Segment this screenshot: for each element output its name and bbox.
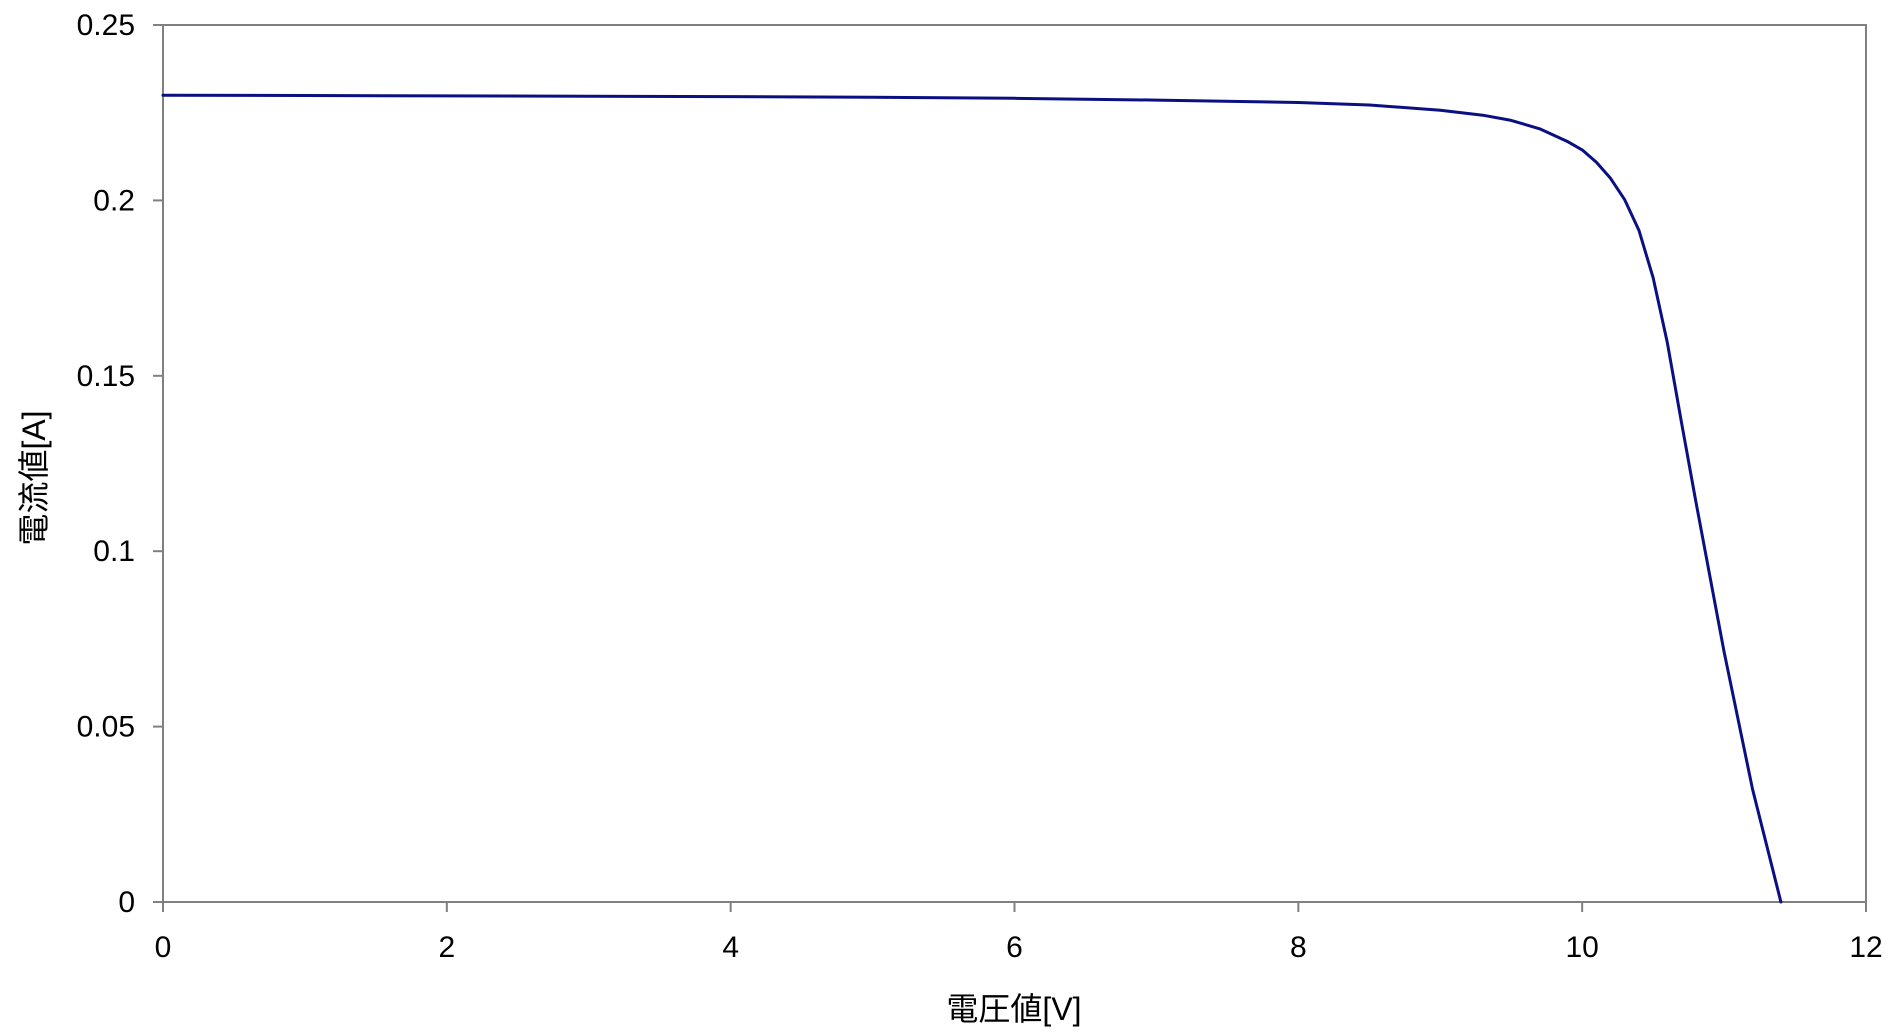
y-tick-label: 0.15 — [77, 360, 135, 393]
series-group — [161, 93, 1783, 904]
y-tick-label: 0 — [118, 886, 135, 919]
x-tick-label: 12 — [1849, 931, 1882, 964]
x-tick-label: 4 — [722, 931, 739, 964]
y-axis-title: 電流値[A] — [16, 410, 52, 545]
x-axis: 0 2 4 6 8 10 12 — [155, 902, 1883, 964]
y-tick-label: 0.1 — [93, 535, 135, 568]
y-tick-label: 0.2 — [93, 184, 135, 217]
x-axis-title: 電圧値[V] — [946, 991, 1081, 1027]
x-tick-label: 0 — [155, 931, 172, 964]
x-tick-label: 6 — [1006, 931, 1023, 964]
iv-curve-line — [161, 93, 1783, 904]
plot-area-border — [162, 24, 1867, 903]
x-tick-label: 8 — [1290, 931, 1307, 964]
x-tick-label: 2 — [438, 931, 455, 964]
y-tick-label: 0.25 — [77, 9, 135, 42]
y-axis: 0 0.05 0.1 0.15 0.2 0.25 — [77, 9, 163, 919]
x-tick-label: 10 — [1565, 931, 1598, 964]
y-tick-label: 0.05 — [77, 711, 135, 744]
